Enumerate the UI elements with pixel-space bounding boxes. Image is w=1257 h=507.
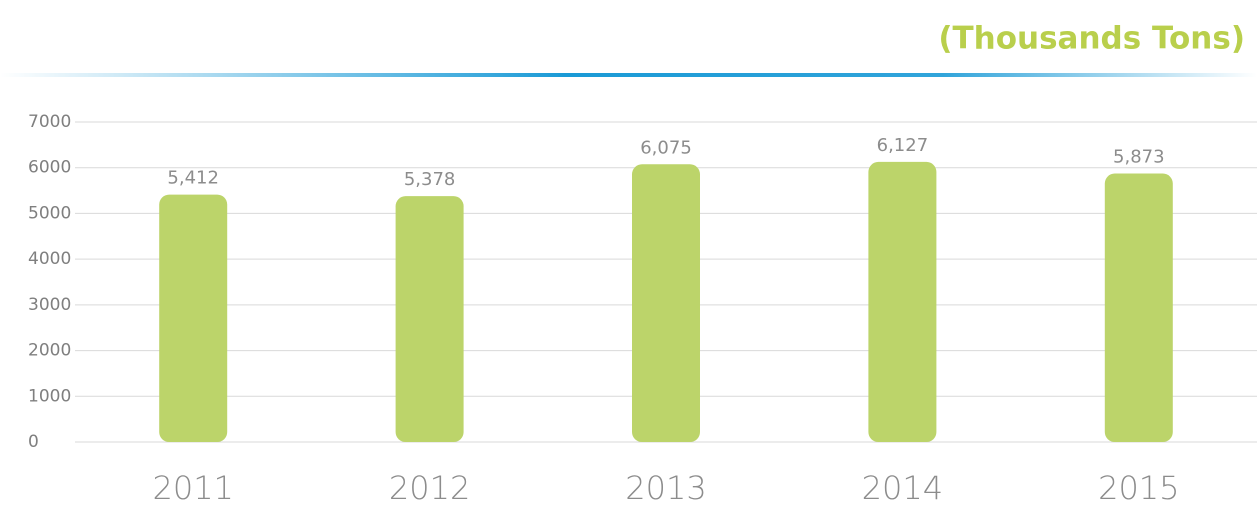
chart-title: (Thousands Tons) <box>938 21 1245 57</box>
x-tick-label: 2014 <box>862 469 943 507</box>
bar <box>395 196 464 442</box>
data-label: 6,075 <box>640 137 692 158</box>
bar <box>632 164 700 443</box>
y-tick-label: 4000 <box>28 249 71 269</box>
y-tick-label: 7000 <box>28 112 71 132</box>
y-tick-label: 3000 <box>28 295 71 315</box>
y-tick-label: 1000 <box>28 386 71 406</box>
data-label: 5,412 <box>167 168 219 189</box>
y-tick-label: 5000 <box>28 203 71 223</box>
y-tick-label: 2000 <box>28 341 71 361</box>
data-label: 5,873 <box>1113 147 1165 168</box>
bar <box>1104 173 1173 442</box>
y-tick-label: 6000 <box>28 158 71 178</box>
data-label: 5,378 <box>404 169 456 190</box>
x-tick-label: 2012 <box>389 469 470 507</box>
x-tick-label: 2011 <box>152 469 233 507</box>
data-label: 6,127 <box>877 135 929 156</box>
bar <box>159 194 228 442</box>
bar <box>868 161 937 442</box>
x-tick-label: 2015 <box>1098 469 1179 507</box>
x-tick-label: 2013 <box>625 469 706 507</box>
y-tick-label: 0 <box>28 432 39 452</box>
header-rule <box>0 73 1257 77</box>
